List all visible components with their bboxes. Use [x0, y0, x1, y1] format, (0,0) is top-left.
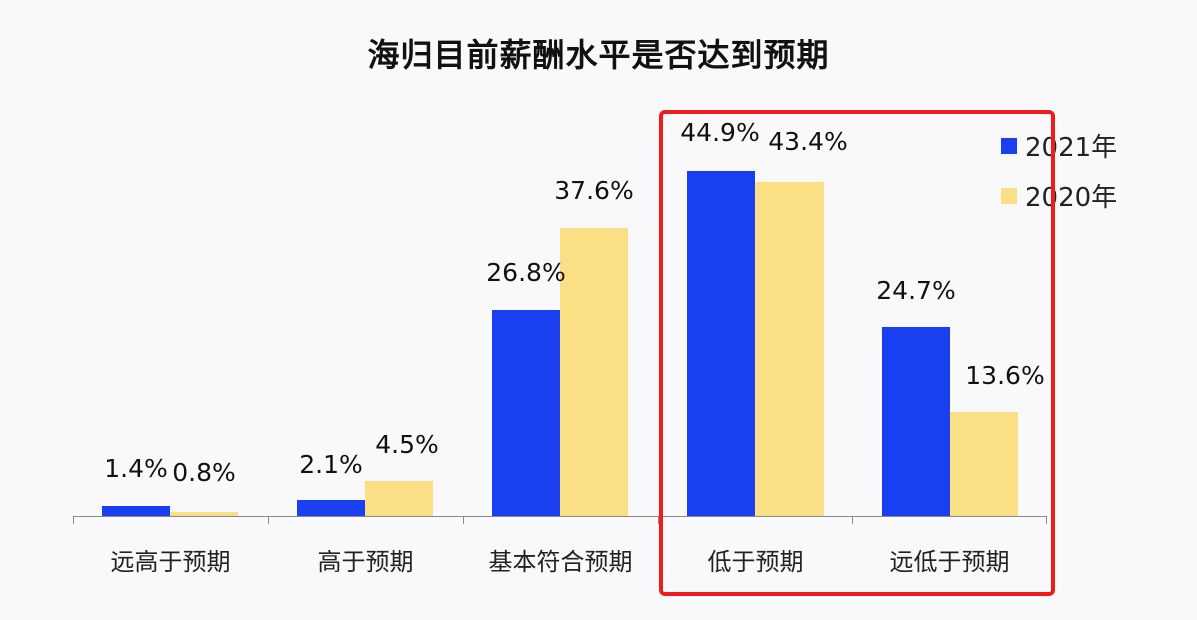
- x-axis-tick: [463, 516, 464, 524]
- legend-label: 2021年: [1025, 133, 1118, 163]
- x-axis-tick: [1046, 516, 1047, 524]
- value-label: 37.6%: [554, 176, 634, 205]
- bar-2021-below: [687, 171, 755, 516]
- category-label: 低于预期: [707, 548, 804, 576]
- value-label: 1.4%: [104, 454, 168, 483]
- bar-2021-very-above: [102, 506, 170, 516]
- category-label: 远低于预期: [889, 548, 1010, 576]
- x-axis-tick: [852, 516, 853, 524]
- value-label: 2.1%: [299, 450, 363, 479]
- category-label: 基本符合预期: [488, 548, 633, 576]
- value-label: 0.8%: [172, 458, 236, 487]
- legend-swatch-icon: [1001, 137, 1017, 154]
- bar-2020-very-above: [170, 512, 238, 516]
- legend-swatch-icon: [1001, 187, 1017, 204]
- bar-2021-meets: [492, 310, 560, 516]
- bar-2020-meets: [560, 228, 628, 516]
- x-axis-tick: [658, 516, 659, 524]
- value-label: 4.5%: [375, 430, 439, 459]
- x-axis-tick: [268, 516, 269, 524]
- value-label: 13.6%: [965, 361, 1045, 390]
- legend-item-2020: 2020年: [1001, 177, 1117, 214]
- bar-2020-above: [365, 481, 433, 516]
- value-label: 24.7%: [876, 276, 956, 305]
- category-label: 高于预期: [317, 548, 414, 576]
- value-label: 43.4%: [768, 127, 848, 156]
- value-label: 26.8%: [486, 258, 566, 287]
- value-label: 44.9%: [680, 118, 760, 147]
- legend-label: 2020年: [1025, 183, 1118, 213]
- x-axis-line: [73, 516, 1046, 517]
- legend-item-2021: 2021年: [1001, 127, 1117, 164]
- chart-title: 海归目前薪酬水平是否达到预期: [367, 36, 830, 74]
- bar-2021-above: [297, 500, 365, 516]
- bar-2020-very-below: [950, 412, 1018, 516]
- x-axis-tick: [73, 516, 74, 524]
- category-label: 远高于预期: [110, 548, 231, 576]
- bar-2021-very-below: [882, 327, 950, 516]
- bar-2020-below: [755, 182, 824, 516]
